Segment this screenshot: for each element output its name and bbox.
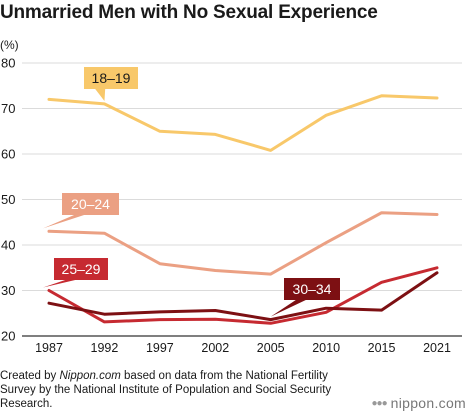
series-name-label: 20–24 [71, 196, 110, 212]
callout-pointer [43, 215, 85, 229]
y-tick-label: 70 [1, 101, 15, 116]
brand-logo: ●●● nippon.com [371, 395, 466, 411]
callout-pointer [270, 300, 306, 317]
y-axis-unit-label: (%) [0, 38, 19, 52]
y-tick-label: 80 [1, 56, 15, 71]
chart-title: Unmarried Men with No Sexual Experience [0, 2, 378, 23]
callout-pointer [43, 280, 76, 288]
series-label-callout: 30–34 [270, 278, 340, 317]
y-tick-label: 50 [1, 192, 15, 207]
callout-box [84, 67, 138, 89]
callout-box [284, 278, 340, 300]
x-tick-label: 2021 [423, 341, 451, 355]
series-label-callout: 18–19 [84, 67, 138, 101]
source-suffix: based on data from the National Fertilit… [0, 370, 332, 410]
x-tick-label: 2005 [257, 341, 285, 355]
series-line-20-24 [47, 211, 439, 276]
x-tick-label: 2015 [368, 341, 396, 355]
x-tick-label: 2002 [201, 341, 229, 355]
x-tick-label: 1987 [35, 341, 63, 355]
series-label-callout: 25–29 [43, 258, 108, 288]
source-name: Nippon.com [59, 370, 121, 382]
y-tick-label: 30 [1, 283, 15, 298]
brand-dots-icon: ●●● [371, 397, 387, 409]
series-line-30-34 [47, 271, 439, 322]
series-line-25-29 [47, 266, 439, 325]
brand-name: nippon.com [390, 395, 466, 411]
line-chart: 20 30 40 50 60 70 80 1987 1992 1997 2002 2005 2010 2… [1, 56, 462, 355]
callout-pointer [95, 89, 106, 101]
source-note: Created by Nippon.com based on data from… [0, 369, 355, 411]
x-tick-label: 2010 [312, 341, 340, 355]
x-tick-label: 1997 [146, 341, 174, 355]
y-tick-label: 40 [1, 238, 15, 253]
y-tick-label: 20 [1, 329, 15, 344]
series-name-label: 30–34 [293, 281, 332, 297]
x-tick-label: 1992 [91, 341, 119, 355]
callout-box [54, 258, 108, 280]
y-tick-label: 60 [1, 147, 15, 162]
series-name-label: 25–29 [62, 261, 101, 277]
source-prefix: Created by [0, 370, 60, 382]
series-name-label: 18–19 [92, 70, 131, 86]
series-label-callout: 20–24 [43, 193, 119, 229]
callout-box [62, 193, 119, 215]
series-line-18-19 [47, 94, 439, 152]
